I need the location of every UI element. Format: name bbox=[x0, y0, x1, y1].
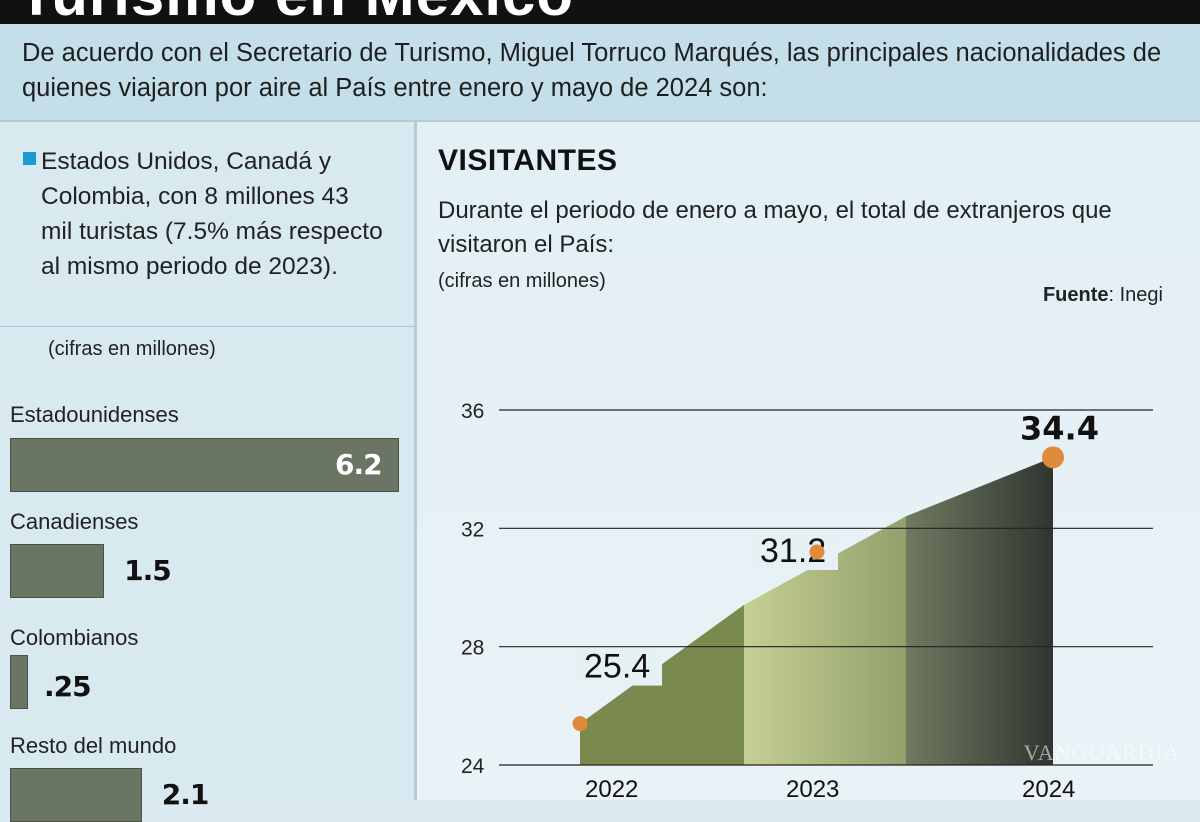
bar-label-estadounidenses: Estadounidenses bbox=[10, 402, 179, 427]
intro-banner: De acuerdo con el Secretario de Turismo,… bbox=[0, 24, 1200, 122]
bar-label-resto-del-mundo: Resto del mundo bbox=[10, 733, 177, 758]
source-note: Fuente: Inegi bbox=[1043, 284, 1163, 307]
left-units-note: (cifras en millones) bbox=[48, 338, 216, 360]
source-value: : Inegi bbox=[1108, 284, 1163, 306]
bar-value-resto-del-mundo: 2.1 bbox=[161, 778, 210, 811]
area-segment-2023 bbox=[744, 516, 906, 765]
area-segment-2024 bbox=[906, 457, 1053, 765]
data-point-2022 bbox=[572, 716, 588, 732]
data-point-2024 bbox=[1042, 446, 1064, 469]
y-tick-label-28: 28 bbox=[461, 637, 484, 660]
y-tick-label-36: 36 bbox=[461, 400, 484, 423]
point-label-2024: 34.4 bbox=[1020, 409, 1099, 447]
y-tick-label-32: 32 bbox=[461, 518, 484, 541]
bar-estadounidenses bbox=[10, 438, 399, 492]
right-panel: VISITANTES Durante el periodo de enero a… bbox=[417, 122, 1200, 800]
data-point-2023 bbox=[809, 544, 825, 560]
chart-units-note: (cifras en millones) bbox=[438, 270, 606, 292]
point-label-2022: 25.4 bbox=[584, 648, 650, 686]
y-tick-label-24: 24 bbox=[461, 755, 485, 778]
source-label: Fuente bbox=[1042, 284, 1109, 306]
page-title: Turismo en México bbox=[18, 0, 574, 24]
x-tick-label-2023: 2023 bbox=[786, 776, 839, 800]
watermark: VANGUARDIA bbox=[1023, 740, 1180, 765]
summary-box: Estados Unidos, Canadá y Colombia, con 8… bbox=[0, 122, 414, 327]
bar-label-colombianos: Colombianos bbox=[10, 625, 139, 650]
bar-resto-del-mundo bbox=[10, 768, 142, 822]
header-bar: Turismo en México bbox=[0, 0, 1200, 24]
bar-colombianos bbox=[10, 655, 28, 709]
chart-title: VISITANTES bbox=[438, 144, 618, 177]
bar-canadienses bbox=[10, 544, 105, 598]
x-tick-label-2022: 2022 bbox=[585, 776, 638, 800]
bar-value-colombianos: .25 bbox=[44, 670, 92, 703]
bar-label-canadienses: Canadienses bbox=[10, 509, 139, 534]
bar-value-canadienses: 1.5 bbox=[124, 554, 172, 587]
x-tick-label-2024: 2024 bbox=[1022, 776, 1075, 800]
bar-value-estadounidenses: 6.2 bbox=[335, 448, 383, 481]
chart-subtitle: Durante el periodo de enero a mayo, el t… bbox=[438, 197, 1112, 258]
intro-text: De acuerdo con el Secretario de Turismo,… bbox=[22, 39, 1162, 102]
summary-text: Estados Unidos, Canadá y Colombia, con 8… bbox=[41, 148, 383, 280]
summary-marker-icon bbox=[23, 152, 36, 165]
left-panel: Estados Unidos, Canadá y Colombia, con 8… bbox=[0, 122, 414, 822]
point-label-bg-2022 bbox=[574, 647, 662, 686]
panel-divider bbox=[414, 122, 417, 800]
